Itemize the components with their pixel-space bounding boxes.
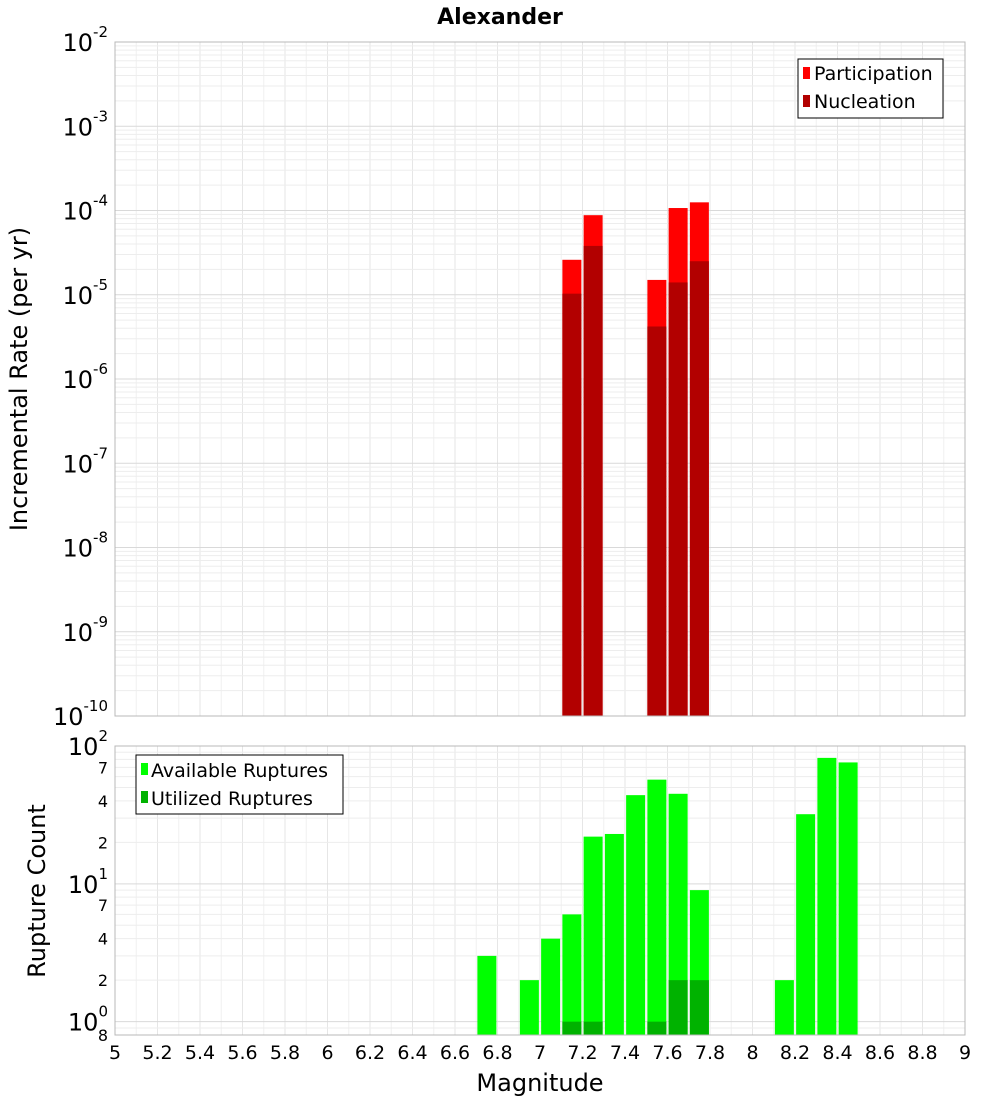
- bar-available-ruptures: [604, 833, 624, 1035]
- y-minor-tick-label: 7: [98, 896, 108, 915]
- legend-label-utilized: Utilized Ruptures: [151, 788, 313, 810]
- x-tick-label: 5.6: [227, 1042, 257, 1064]
- bar-available-ruptures: [519, 980, 539, 1035]
- top-y-ticks: 10-2 10-3 10-4 10-5 10-6 10-7 10-8 10-9 10-10: [53, 23, 108, 731]
- y-tick-label: 10-5: [62, 276, 108, 310]
- legend-label-available: Available Ruptures: [151, 760, 328, 782]
- bottom-legend: Available Ruptures Utilized Ruptures: [135, 754, 344, 815]
- bar-nucleation: [647, 326, 667, 716]
- bar-available-ruptures: [541, 938, 561, 1035]
- x-tick-label: 7.8: [695, 1042, 725, 1064]
- x-tick-label: 9: [959, 1042, 971, 1064]
- x-tick-label: 5: [109, 1042, 121, 1064]
- top-legend: Participation Nucleation: [797, 58, 944, 119]
- x-tick-labels: 5 5.2 5.4 5.6 5.8 6 6.2 6.4 6.6 6.8 7 7.2 7.4 7.6 7.8 8…: [109, 1042, 971, 1064]
- x-tick-label: 8.8: [907, 1042, 937, 1064]
- bottom-plot-frame: [114, 745, 966, 1036]
- y-tick-label: 10-7: [62, 444, 108, 478]
- y-tick-label: 10-8: [62, 529, 108, 563]
- y-tick-label: 100: [68, 1003, 108, 1037]
- bar-available-ruptures: [477, 955, 497, 1035]
- bar-utilized-ruptures: [689, 980, 709, 1035]
- legend-swatch-nucleation: [803, 95, 810, 107]
- y-tick-label: 101: [68, 865, 108, 899]
- y-minor-tick-label: 2: [98, 971, 108, 990]
- x-tick-label: 5.8: [270, 1042, 300, 1064]
- bar-available-ruptures: [838, 762, 858, 1035]
- bottom-legend-box: [135, 754, 344, 815]
- y-tick-label: 10-3: [62, 107, 108, 141]
- bar-nucleation: [689, 261, 709, 716]
- bar-available-ruptures: [817, 757, 837, 1035]
- legend-swatch-participation: [803, 67, 810, 79]
- x-tick-label: 8.4: [822, 1042, 852, 1064]
- x-tick-label: 5.4: [185, 1042, 215, 1064]
- bottom-bars: [477, 757, 858, 1035]
- y-minor-tick-label: 7: [98, 758, 108, 777]
- x-tick-label: 7.6: [652, 1042, 682, 1064]
- y-tick-label: 10-10: [53, 697, 108, 731]
- top-legend-box: [797, 58, 944, 119]
- bar-nucleation: [668, 282, 688, 716]
- x-tick-label: 7.2: [567, 1042, 597, 1064]
- x-axis-label: Magnitude: [476, 1069, 603, 1097]
- chart-title: Alexander: [437, 5, 563, 30]
- x-tick-label: 5.2: [142, 1042, 172, 1064]
- bar-available-ruptures: [562, 914, 582, 1035]
- top-bars: [562, 202, 709, 716]
- bar-utilized-ruptures: [647, 1021, 667, 1035]
- bar-nucleation: [562, 293, 582, 716]
- bar-available-ruptures: [626, 795, 646, 1035]
- bar-utilized-ruptures: [583, 1021, 603, 1035]
- x-tick-label: 7.4: [610, 1042, 640, 1064]
- bar-available-ruptures: [583, 836, 603, 1035]
- x-tick-label: 6.8: [482, 1042, 512, 1064]
- legend-swatch-available: [141, 763, 148, 775]
- legend-label-participation: Participation: [814, 63, 933, 85]
- x-tick-label: 6: [321, 1042, 333, 1064]
- y-tick-label: 10-4: [62, 192, 108, 226]
- y-minor-tick-label: 8: [98, 1026, 108, 1045]
- x-tick-label: 6.4: [397, 1042, 427, 1064]
- x-tick-label: 8.2: [780, 1042, 810, 1064]
- x-tick-label: 8.6: [865, 1042, 895, 1064]
- y-tick-label: 10-6: [62, 360, 108, 394]
- y-tick-label: 102: [68, 727, 108, 761]
- bar-available-ruptures: [647, 779, 667, 1035]
- x-tick-label: 7: [534, 1042, 546, 1064]
- bottom-y-ticks: 102 101 100 7 4 2 7 4 2 8: [68, 727, 108, 1045]
- bar-available-ruptures: [668, 793, 688, 1035]
- top-y-axis-label: Incremental Rate (per yr): [5, 227, 33, 531]
- bottom-y-axis-label: Rupture Count: [23, 804, 51, 978]
- y-minor-tick-label: 4: [98, 792, 108, 811]
- bar-utilized-ruptures: [562, 1021, 582, 1035]
- top-plot-frame: [114, 41, 966, 717]
- bar-utilized-ruptures: [668, 980, 688, 1035]
- x-tick-label: 6.6: [440, 1042, 470, 1064]
- y-tick-label: 10-9: [62, 613, 108, 647]
- x-tick-label: 6.2: [355, 1042, 385, 1064]
- y-tick-label: 10-2: [62, 23, 108, 57]
- top-grid: [114, 41, 966, 717]
- y-minor-tick-label: 2: [98, 833, 108, 852]
- legend-label-nucleation: Nucleation: [814, 91, 916, 113]
- legend-swatch-utilized: [141, 791, 148, 803]
- y-minor-tick-label: 4: [98, 930, 108, 949]
- x-tick-label: 8: [746, 1042, 758, 1064]
- bar-nucleation: [583, 245, 603, 716]
- bar-available-ruptures: [774, 980, 794, 1035]
- bar-available-ruptures: [796, 814, 816, 1035]
